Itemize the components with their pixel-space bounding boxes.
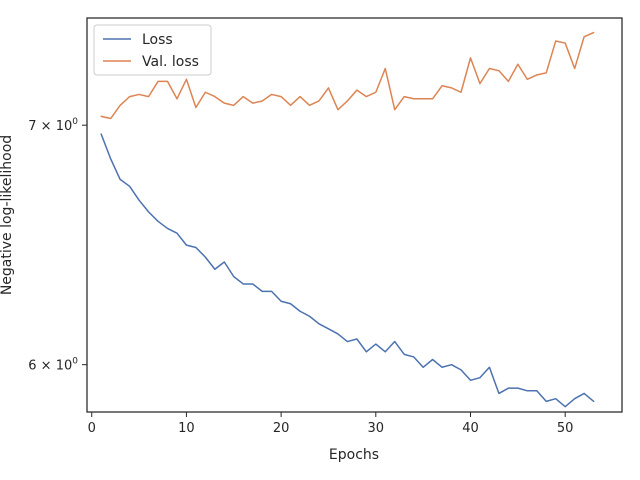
x-tick-label: 20 [273, 421, 290, 436]
y-tick-label: 7 × 100 [28, 117, 78, 134]
x-tick-label: 50 [557, 421, 574, 436]
series-line-val-loss [100, 31, 595, 120]
x-axis: 0 10 20 30 40 50 [88, 412, 574, 436]
y-axis-label: Negative log-likelihood [0, 135, 15, 295]
legend-box [93, 24, 212, 76]
legend: Loss Val. loss [93, 24, 212, 76]
plot-frame [86, 17, 623, 413]
legend-label-val-loss: Val. loss [142, 54, 199, 70]
x-tick-label: 10 [178, 421, 195, 436]
series-line-loss [100, 133, 595, 408]
x-tick-label: 30 [368, 421, 385, 436]
x-tick-label: 40 [462, 421, 479, 436]
y-tick-label: 6 × 100 [28, 357, 78, 374]
legend-label-loss: Loss [142, 32, 173, 48]
y-axis: 6 × 100 7 × 100 [28, 117, 87, 374]
x-axis-label: Epochs [329, 447, 379, 463]
x-tick-label: 0 [88, 421, 96, 436]
series-layer [100, 31, 595, 408]
